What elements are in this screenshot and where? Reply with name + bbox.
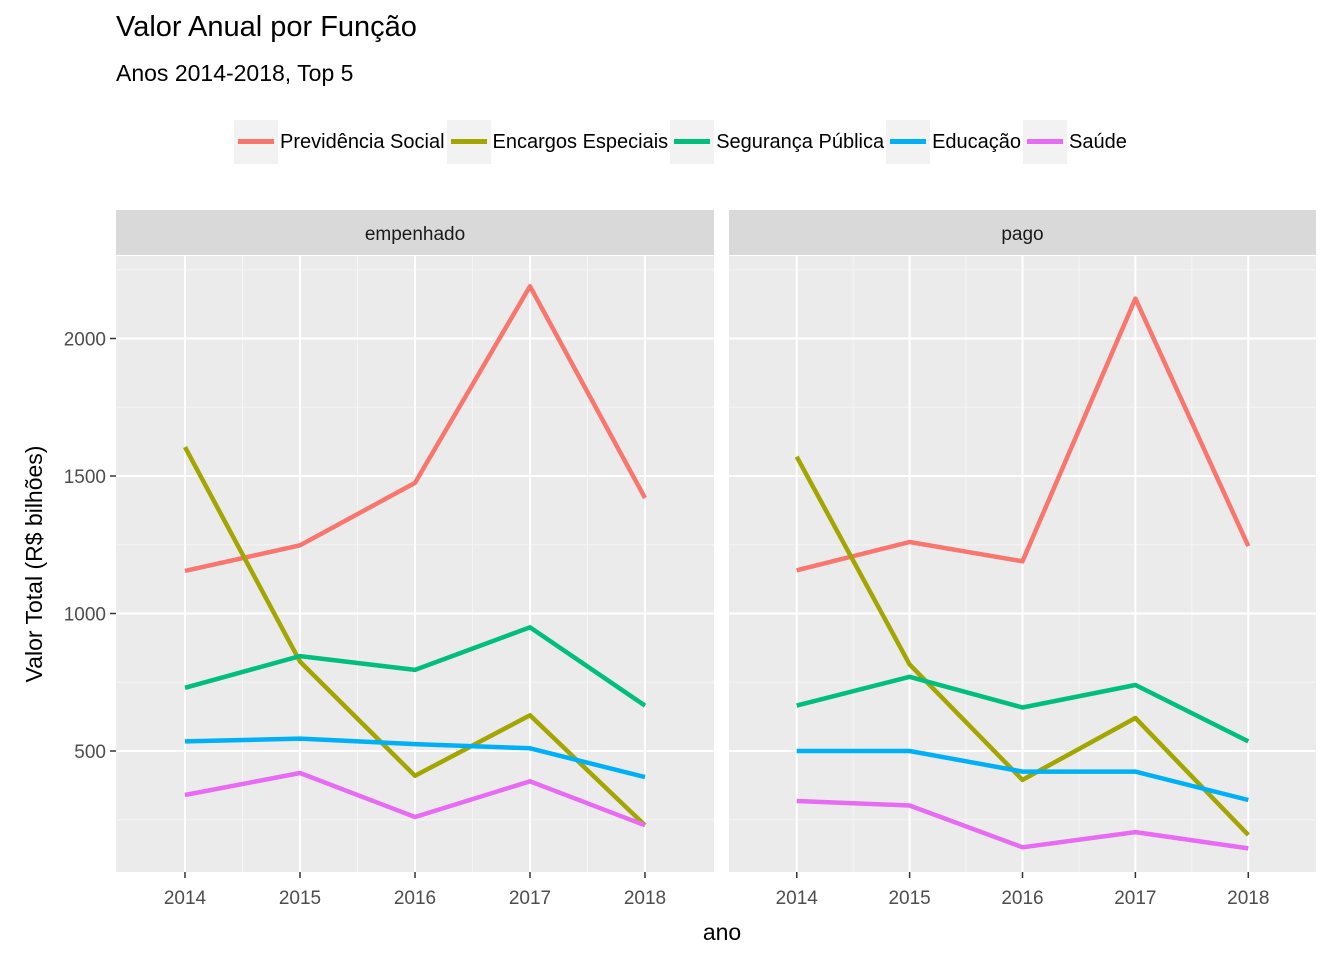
legend-swatch — [238, 139, 274, 144]
x-tick-label: 2016 — [1001, 888, 1043, 909]
legend-swatch — [674, 139, 711, 144]
legend-item-saude: Saúde — [1023, 120, 1127, 164]
series-line-previdencia-social — [184, 284, 647, 574]
legend-item-seguranca-publica: Segurança Pública — [670, 120, 884, 164]
legend-swatch — [1027, 139, 1064, 144]
series-line-educacao — [796, 748, 1249, 803]
series-line-saude — [184, 770, 646, 828]
x-tick-label: 2015 — [888, 888, 930, 909]
legend: Previdência Social Encargos Especiais Se… — [234, 120, 1129, 164]
legend-key — [234, 120, 278, 164]
x-tick-label: 2015 — [279, 888, 321, 909]
legend-key — [1023, 120, 1068, 164]
x-tick-label: 2014 — [164, 888, 207, 909]
chart-subtitle: Anos 2014-2018, Top 5 — [116, 60, 354, 86]
y-axis-title: Valor Total (R$ bilhões) — [21, 446, 47, 683]
facet-strip — [116, 210, 714, 255]
legend-item-educacao: Educação — [886, 120, 1021, 164]
facet-strip-label: empenhado — [365, 224, 465, 245]
legend-label: Educação — [932, 130, 1022, 153]
x-tick-label: 2018 — [1227, 888, 1269, 909]
y-tick-label: 500 — [74, 742, 106, 763]
legend-key — [886, 120, 931, 164]
legend-label: Saúde — [1069, 130, 1127, 153]
y-tick-label: 1000 — [64, 605, 106, 626]
legend-swatch — [890, 139, 927, 144]
facet-strip-label: pago — [1001, 224, 1043, 245]
series-line-seguranca-publica — [796, 674, 1250, 744]
legend-label: Segurança Pública — [716, 130, 885, 153]
x-axis-title: ano — [703, 919, 741, 945]
legend-item-encargos-especiais: Encargos Especiais — [446, 120, 669, 164]
legend-item-previdencia-social: Previdência Social — [234, 120, 445, 164]
series-line-encargos-especiais — [183, 446, 647, 827]
legend-label: Previdência Social — [280, 130, 445, 153]
series-line-educacao — [184, 736, 646, 780]
legend-swatch — [450, 139, 487, 144]
x-tick-label: 2016 — [394, 888, 436, 909]
series-line-encargos-especiais — [794, 455, 1250, 837]
legend-label: Encargos Especiais — [492, 130, 669, 153]
x-tick-label: 2017 — [1114, 888, 1156, 909]
x-tick-label: 2014 — [776, 888, 819, 909]
y-tick-label: 2000 — [64, 330, 106, 351]
x-tick-label: 2017 — [509, 888, 551, 909]
chart-title: Valor Anual por Função — [116, 11, 417, 43]
panel-empenhado: empenhado 2014 2015 2016 2017 2018 500 1000 1500… — [64, 210, 714, 909]
legend-key — [670, 120, 715, 164]
x-tick-label: 2018 — [624, 888, 666, 909]
series-line-seguranca-publica — [184, 625, 647, 708]
legend-key — [446, 120, 491, 164]
facet-strip — [729, 210, 1316, 255]
panel-pago: pago 2014 2015 2016 2017 2018 — [729, 210, 1316, 909]
y-tick-label: 1500 — [64, 467, 106, 488]
series-line-previdencia-social — [796, 296, 1251, 573]
series-line-saude — [796, 798, 1249, 851]
